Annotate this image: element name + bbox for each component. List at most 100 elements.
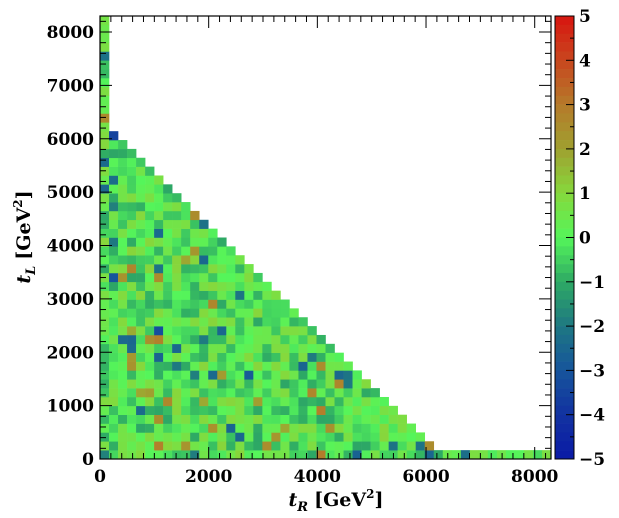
heatmap-cell — [145, 175, 155, 185]
colorbar-segment — [555, 441, 574, 451]
heatmap-cell — [208, 352, 218, 362]
heatmap-cell — [181, 264, 191, 274]
heatmap-cell — [109, 272, 119, 283]
heatmap-cell — [100, 352, 110, 362]
heatmap-cell — [145, 290, 155, 300]
heatmap-cell — [253, 326, 263, 336]
heatmap-cell — [208, 405, 218, 415]
heatmap-cell — [109, 166, 119, 176]
heatmap-cell — [244, 343, 254, 353]
heatmap-cell — [190, 379, 200, 389]
heatmap-cell — [271, 414, 281, 424]
heatmap-cell — [226, 326, 236, 336]
heatmap-cell — [361, 414, 371, 424]
heatmap-cell — [271, 396, 281, 407]
heatmap-cell — [244, 414, 254, 424]
heatmap-cell — [109, 379, 119, 389]
colorbar-segment — [555, 326, 574, 336]
colorbar-segment — [555, 299, 574, 309]
colorbar-segment — [555, 255, 574, 265]
heatmap-cell — [145, 423, 155, 433]
heatmap-cell — [253, 308, 263, 318]
heatmap-cell — [235, 317, 245, 327]
heatmap-cell — [253, 272, 263, 283]
heatmap-cell — [379, 414, 389, 424]
heatmap-cell — [190, 219, 200, 229]
x-axis-ticks: 0 2000 4000 6000 8000 — [94, 16, 559, 487]
heatmap-cell — [172, 272, 182, 283]
heatmap-cell — [163, 405, 173, 415]
heatmap-cell — [190, 264, 200, 274]
heatmap-cell — [226, 272, 236, 283]
heatmap-cell — [226, 361, 236, 371]
heatmap-cell — [109, 148, 119, 159]
heatmap-cell — [406, 423, 416, 433]
heatmap-cell — [253, 388, 263, 398]
heatmap-cell — [181, 308, 191, 318]
heatmap-cell — [190, 441, 200, 451]
heatmap-cell — [100, 264, 110, 274]
heatmap-cell — [289, 308, 299, 318]
heatmap-cell — [217, 334, 227, 345]
heatmap-cell — [289, 396, 299, 407]
heatmap-cell — [262, 352, 272, 362]
heatmap-cell — [154, 281, 164, 291]
heatmap-cell — [199, 370, 209, 380]
heatmap-cell — [100, 148, 110, 159]
colorbar-segment — [555, 281, 574, 291]
heatmap-cell — [190, 334, 200, 345]
heatmap-cell — [262, 281, 272, 291]
heatmap-cell — [451, 450, 462, 460]
heatmap-cell — [235, 361, 245, 371]
heatmap-cell — [325, 352, 335, 362]
heatmap-cell — [136, 272, 146, 283]
heatmap-cell — [100, 60, 110, 70]
heatmap-cell — [163, 326, 173, 336]
heatmap-cell — [532, 450, 543, 460]
heatmap-cell — [136, 202, 146, 212]
heatmap-cell — [343, 414, 353, 424]
colorbar-segment — [555, 42, 574, 52]
heatmap-cell — [217, 343, 227, 353]
heatmap-cell — [307, 361, 317, 371]
heatmap-cell — [226, 334, 236, 345]
heatmap-cell — [388, 405, 398, 415]
heatmap-cell — [163, 361, 173, 371]
heatmap-cell — [127, 441, 137, 451]
heatmap-cell — [109, 432, 119, 442]
heatmap-cell — [136, 299, 146, 309]
heatmap-cell — [352, 388, 362, 398]
heatmap-cell — [280, 343, 290, 353]
heatmap-cell — [154, 370, 164, 380]
heatmap-cell — [523, 450, 534, 460]
heatmap-cell — [118, 264, 128, 274]
heatmap-cell — [289, 352, 299, 362]
heatmap-cell — [244, 326, 254, 336]
heatmap-cell — [352, 379, 362, 389]
heatmap-cell — [298, 370, 308, 380]
heatmap-cell — [154, 184, 164, 194]
heatmap-cell — [100, 157, 110, 167]
heatmap-cell — [172, 264, 182, 274]
heatmap-cell — [118, 370, 128, 380]
heatmap-cell — [235, 272, 245, 283]
heatmap-cell — [217, 423, 227, 433]
heatmap-cell — [145, 202, 155, 212]
heatmap-cell — [181, 334, 191, 345]
heatmap-cell — [280, 308, 290, 318]
heatmap-cell — [334, 414, 344, 424]
heatmap-cell — [226, 343, 236, 353]
heatmap-cell — [154, 396, 164, 407]
heatmap-cell — [100, 193, 110, 203]
heatmap-cell — [181, 219, 191, 229]
colorbar-tick-label: 2 — [579, 140, 591, 160]
heatmap-cell — [181, 450, 191, 460]
colorbar-segment — [555, 131, 574, 141]
heatmap-cell — [217, 308, 227, 318]
heatmap-cell — [154, 432, 164, 442]
heatmap-cell — [172, 255, 182, 265]
heatmap-cell — [253, 432, 263, 442]
heatmap-cell — [136, 308, 146, 318]
heatmap-cell — [343, 450, 353, 460]
heatmap-cell — [100, 308, 110, 318]
